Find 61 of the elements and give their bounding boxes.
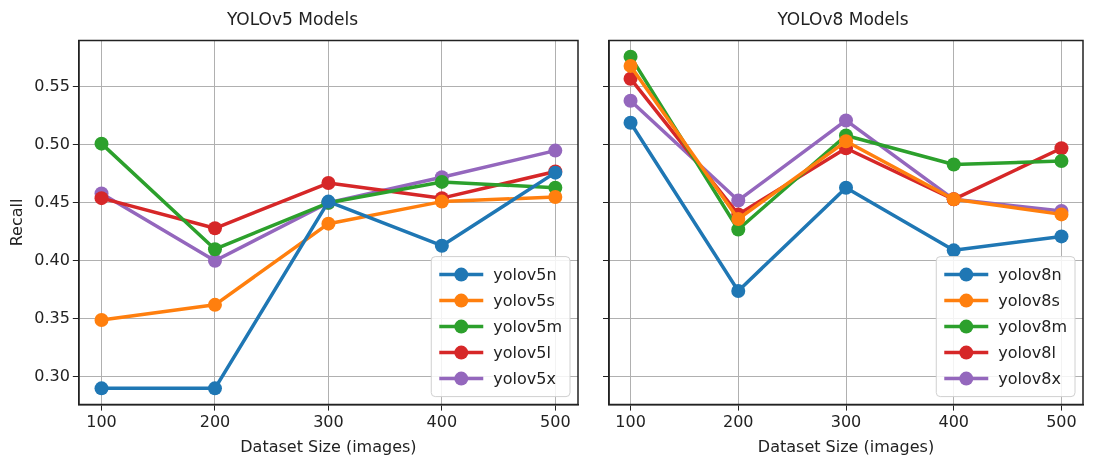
point [839,113,853,128]
point [207,381,222,396]
chart-title: YOLOv5 Models [225,8,359,29]
y-tick-label: 0.35 [34,307,70,327]
x-tick-label: 200 [199,412,231,432]
y-tick-label: 0.50 [34,133,70,153]
y-tick-label: 0.45 [34,191,70,211]
legend-label: yolov5n [493,264,557,284]
point [731,212,746,227]
point [548,189,563,204]
legend-label: yolov5m [493,316,563,336]
point [946,243,961,258]
x-tick-label: 100 [86,412,117,432]
point [731,193,746,208]
legend-label: yolov5s [493,290,555,310]
point [839,180,853,195]
point [207,297,222,312]
legend-label: yolov8n [998,264,1062,284]
legend-label: yolov5x [493,368,556,388]
x-tick-label: 200 [723,412,754,432]
point [623,93,638,108]
point [207,253,222,268]
point [623,115,638,130]
legend-label: yolov8m [998,316,1068,336]
point [623,58,638,73]
point [321,216,336,231]
legend-label: yolov8s [998,290,1060,310]
y-axis-title: Recall [6,198,26,247]
point [207,242,222,257]
point [946,157,961,172]
point [321,176,336,191]
point [94,136,109,151]
legend-label: yolov8x [998,368,1061,388]
y-tick-label: 0.55 [34,75,70,95]
point [1054,207,1069,222]
point [548,143,563,158]
point [1054,141,1069,156]
point [839,134,853,149]
x-tick-label: 500 [540,412,571,432]
point [94,381,109,396]
y-tick-label: 0.30 [34,365,70,385]
x-axis-title: Dataset Size (images) [757,436,935,456]
point [207,221,222,236]
x-tick-label: 400 [938,412,969,432]
point [94,312,109,327]
point [1054,154,1069,169]
point [434,238,449,253]
x-tick-label: 300 [830,412,862,432]
x-tick-label: 400 [426,412,458,432]
x-tick-label: 100 [615,412,646,432]
y-tick-label: 0.40 [34,249,70,269]
chart-title: YOLOv8 Models [776,8,909,29]
point [434,174,449,189]
point [1054,229,1069,244]
x-tick-label: 300 [313,412,344,432]
legend-label: yolov5l [493,342,551,362]
legend-label: yolov8l [998,342,1056,362]
point [731,283,746,298]
x-axis-title: Dataset Size (images) [240,436,417,456]
point [94,191,109,206]
x-tick-label: 500 [1046,412,1077,432]
